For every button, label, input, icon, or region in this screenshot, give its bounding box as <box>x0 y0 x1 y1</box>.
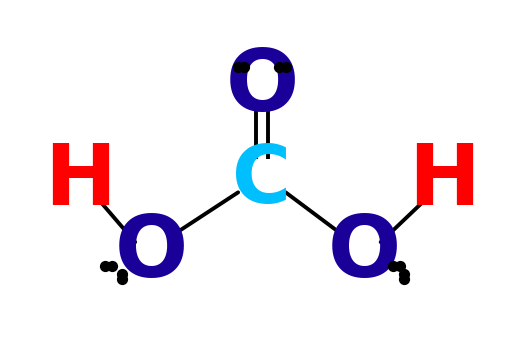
Point <box>119 276 127 281</box>
Text: O: O <box>225 46 298 129</box>
Text: O: O <box>328 212 402 295</box>
Text: O: O <box>114 212 188 295</box>
Point <box>389 263 398 269</box>
Text: H: H <box>408 140 480 223</box>
Point <box>401 276 409 281</box>
Point <box>119 271 127 277</box>
Point <box>240 64 248 69</box>
Point <box>234 64 242 69</box>
Point <box>101 263 109 269</box>
Point <box>275 64 284 69</box>
Point <box>396 263 404 269</box>
Point <box>108 263 116 269</box>
Text: C: C <box>233 142 291 220</box>
Point <box>401 271 409 277</box>
Text: H: H <box>44 140 115 223</box>
Point <box>282 64 290 69</box>
